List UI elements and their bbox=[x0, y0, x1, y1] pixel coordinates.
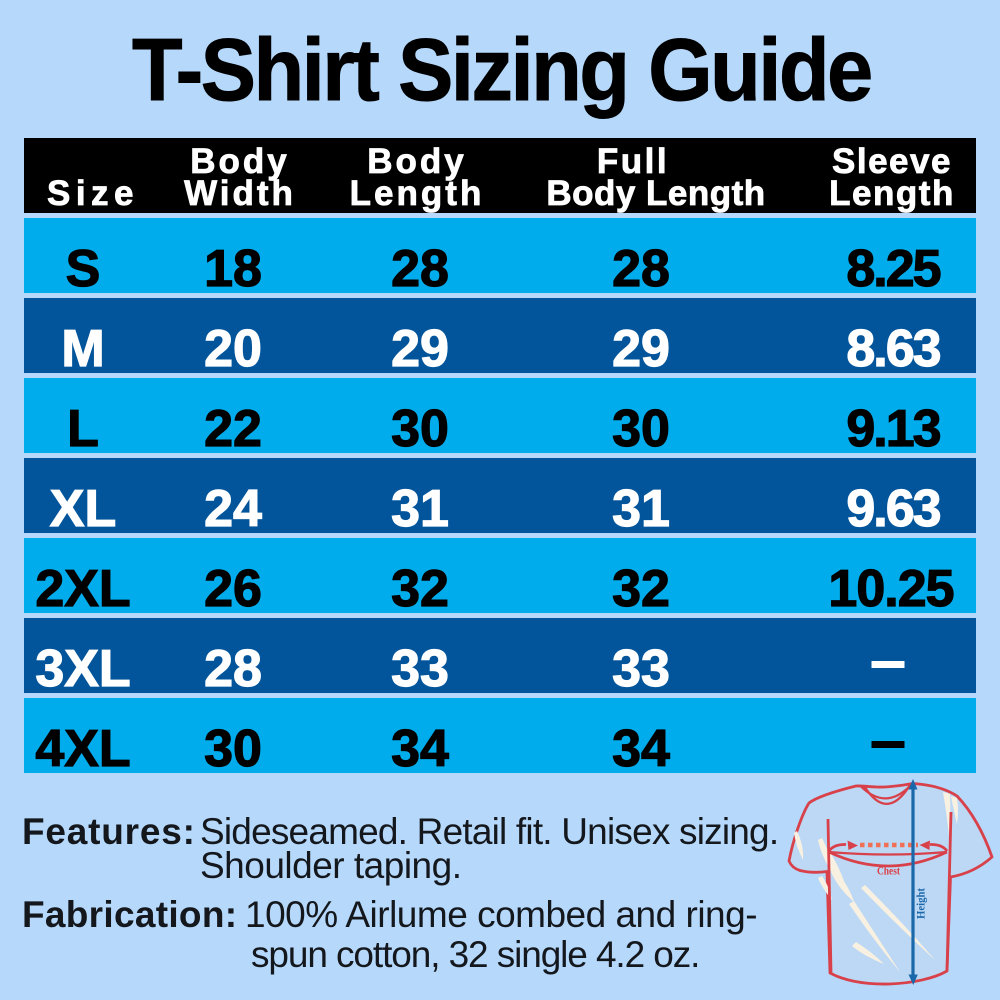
svg-text:Height: Height bbox=[916, 888, 928, 919]
svg-text:Chest: Chest bbox=[877, 864, 900, 878]
